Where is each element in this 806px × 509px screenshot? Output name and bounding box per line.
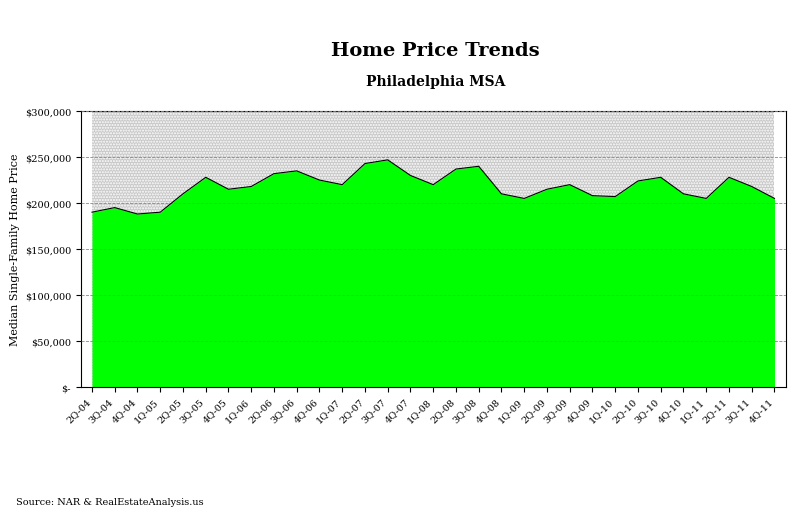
Y-axis label: Median Single-Family Home Price: Median Single-Family Home Price <box>10 153 20 346</box>
Text: Home Price Trends: Home Price Trends <box>331 42 539 60</box>
Text: Philadelphia MSA: Philadelphia MSA <box>366 74 505 89</box>
Text: Source: NAR & RealEstateAnalysis.us: Source: NAR & RealEstateAnalysis.us <box>16 497 204 506</box>
